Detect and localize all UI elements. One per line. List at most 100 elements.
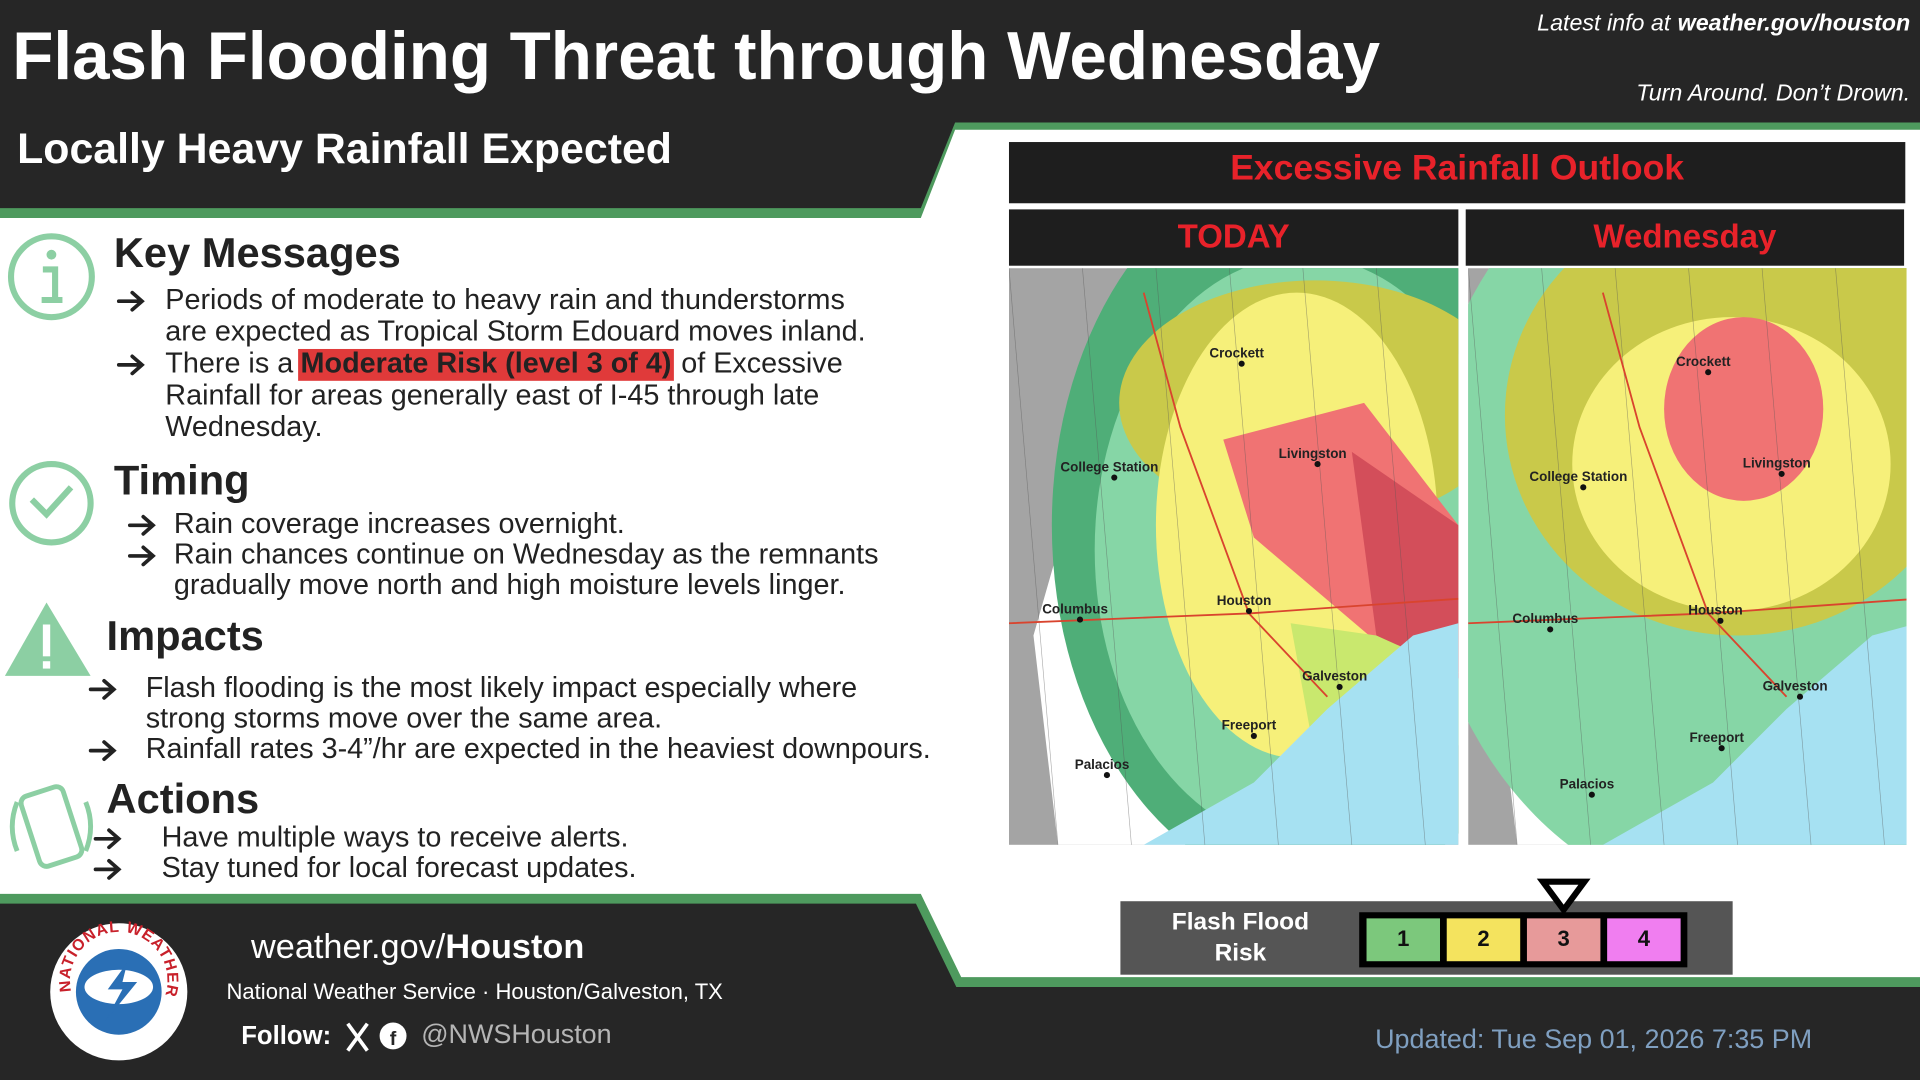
city-label: Columbus <box>1512 611 1578 626</box>
bullet-arrow <box>93 828 122 850</box>
facebook-glyph: f <box>390 1028 397 1050</box>
warning-icon <box>4 602 91 676</box>
bullet-text: strong storms move over the same area. <box>146 703 662 735</box>
county-line <box>1082 268 1132 845</box>
county-line <box>1376 268 1426 845</box>
legend-label: Risk <box>1215 939 1267 966</box>
bullet-arrow <box>116 354 145 376</box>
section-heading: Impacts <box>107 612 264 659</box>
city-dot <box>1705 369 1712 376</box>
city-dot <box>1580 484 1587 491</box>
bullet-text: Flash flooding is the most likely impact… <box>146 672 857 704</box>
facebook-icon[interactable] <box>379 1022 407 1050</box>
city-label: Galveston <box>1763 679 1828 694</box>
outlook-title: Excessive Rainfall Outlook <box>1230 148 1684 188</box>
city-dot <box>1111 474 1118 481</box>
latest-site: weather.gov/houston <box>1678 10 1911 36</box>
outlook-title-box <box>1008 142 1906 204</box>
subtitle: Locally Heavy Rainfall Expected <box>17 125 672 173</box>
city-label: Crockett <box>1209 345 1264 360</box>
county-line <box>1302 268 1353 845</box>
bullet-highlight: Moderate Risk (level 3 of 4) <box>301 347 672 379</box>
bullet-arrow <box>116 290 145 312</box>
section-heading: Timing <box>114 457 250 504</box>
bullet-arrow <box>93 858 122 880</box>
risk-level-box <box>1526 918 1601 962</box>
city-dot <box>1238 360 1245 367</box>
footer-band <box>0 903 1920 1080</box>
county-line <box>1468 268 1518 845</box>
header-band <box>0 0 1920 209</box>
panel-label: TODAY <box>1178 219 1290 256</box>
county-line <box>1835 268 1885 845</box>
bullet-text: gradually move north and high moisture l… <box>174 569 846 601</box>
city-label: College Station <box>1529 469 1627 484</box>
county-line <box>1761 268 1812 845</box>
city-dot <box>1314 461 1321 468</box>
current-level-marker <box>1536 878 1591 915</box>
city-dot <box>1796 693 1804 700</box>
updated: Updated: Tue Sep 01, 2026 7:35 PM <box>1375 1024 1812 1054</box>
footer-follow: Follow: <box>241 1022 331 1050</box>
panel-header <box>1008 209 1459 266</box>
map-layers <box>1468 268 1907 845</box>
city-label: Livingston <box>1743 456 1811 471</box>
city-label: Freeport <box>1689 730 1744 745</box>
footer-site-name: Houston <box>445 928 584 966</box>
city-label: Houston <box>1217 593 1272 608</box>
icon-glyph <box>29 485 74 519</box>
icon-glyph <box>42 661 51 669</box>
outlook-map: Crockett Livingston College Station Houston… <box>1468 268 1907 845</box>
info-icon <box>7 233 95 321</box>
bullet-text: Rainfall rates 3-4”/hr are expected in t… <box>146 733 931 765</box>
panel-label: Wednesday <box>1593 219 1777 256</box>
legend-label: Flash Flood <box>1172 909 1309 936</box>
phone-icon <box>9 784 94 869</box>
bullet-text: Rain chances continue on Wednesday as th… <box>174 539 879 571</box>
x-icon[interactable] <box>346 1022 369 1052</box>
city-label: Galveston <box>1302 669 1367 684</box>
bullet-arrow <box>127 514 156 536</box>
bullet-text: Rainfall for areas generally east of I-4… <box>165 379 819 411</box>
city-dot <box>1778 470 1785 477</box>
bullet-text: Have multiple ways to receive alerts. <box>162 821 629 853</box>
clock-icon <box>9 461 94 546</box>
risk-level-box <box>1607 918 1681 962</box>
city-label: Columbus <box>1042 601 1108 616</box>
city-dot <box>1336 683 1343 690</box>
risk-area <box>1664 317 1824 501</box>
bullet-text: are expected as Tropical Storm Edouard m… <box>165 316 865 348</box>
slogan: Turn Around. Don’t Drown. <box>1636 79 1910 105</box>
city-label: College Station <box>1060 459 1158 474</box>
icon-circle <box>7 233 95 321</box>
bullet-text: There is a <box>165 347 293 379</box>
panel-header <box>1465 209 1905 266</box>
map-gulf <box>1602 626 1907 845</box>
bullet-text: Stay tuned for local forecast updates. <box>162 852 637 884</box>
icon-phone <box>18 784 85 869</box>
section-heading: Key Messages <box>114 229 401 276</box>
footer-handle[interactable]: @NWSHouston <box>421 1019 611 1049</box>
bullet-text: of Excessive <box>681 347 842 379</box>
city-dot <box>1717 617 1724 624</box>
city-dot <box>1250 732 1257 739</box>
risk-level-label: 4 <box>1638 926 1651 951</box>
footer-site-prefix: weather.gov/ <box>250 928 446 966</box>
county-line <box>1541 268 1591 845</box>
highway <box>1468 292 1907 698</box>
map-layers <box>1008 268 1459 845</box>
bullet-arrow <box>88 740 117 762</box>
outlook-map: Crockett Livingston College Station Houston… <box>1008 268 1459 845</box>
city-dot <box>1245 607 1253 615</box>
city-label: Palacios <box>1075 757 1130 772</box>
county-line <box>1688 268 1738 845</box>
risk-level-label: 3 <box>1558 926 1570 951</box>
city-label: Livingston <box>1279 446 1347 461</box>
county-line <box>1008 268 1059 845</box>
risk-level-box <box>1366 918 1440 962</box>
bullet-text: Wednesday. <box>165 411 322 443</box>
logo-bolt <box>105 962 138 1022</box>
city-label: Freeport <box>1222 718 1277 733</box>
footer-office: National Weather Service · Houston/Galve… <box>227 979 724 1004</box>
risk-level-label: 2 <box>1477 926 1489 951</box>
